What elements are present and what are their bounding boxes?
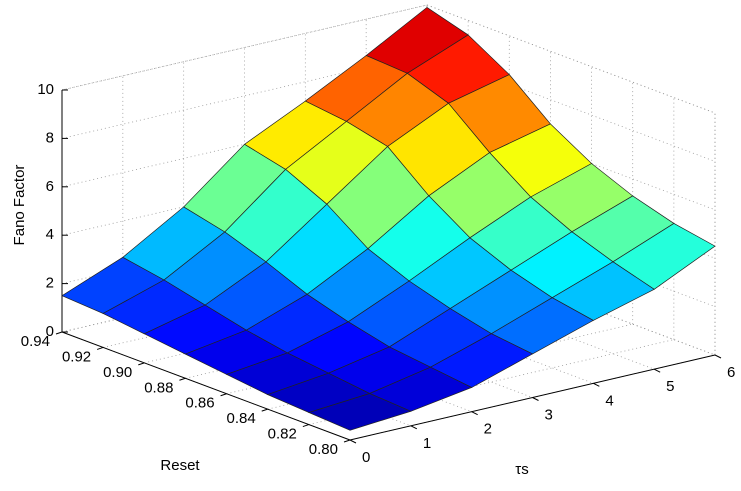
grid-line bbox=[61, 4, 428, 91]
z-tick-label: 8 bbox=[46, 129, 54, 146]
y-axis-label: τs bbox=[515, 461, 528, 478]
tick-mark bbox=[471, 411, 478, 416]
tick-mark bbox=[261, 408, 268, 412]
z-tick-label: 6 bbox=[46, 178, 54, 195]
y-tick-label: 0 bbox=[362, 449, 370, 466]
grid-line bbox=[426, 101, 716, 211]
tick-mark bbox=[343, 439, 351, 443]
y-tick-label: 2 bbox=[484, 421, 492, 438]
z-axis-label: Fano Factor bbox=[11, 165, 28, 246]
x-tick-label: 0.86 bbox=[185, 395, 214, 412]
grid-line bbox=[426, 198, 716, 307]
tick-mark bbox=[138, 362, 145, 366]
y-tick-label: 3 bbox=[545, 406, 553, 423]
tick-mark bbox=[532, 397, 539, 401]
z-tick-label: 2 bbox=[46, 275, 54, 292]
tick-mark bbox=[410, 425, 418, 430]
tick-mark bbox=[302, 424, 310, 428]
surface-cell bbox=[307, 393, 412, 431]
tick-mark bbox=[593, 382, 600, 387]
y-tick-label: 5 bbox=[666, 378, 674, 395]
grid-line bbox=[366, 260, 655, 370]
x-tick-label: 0.80 bbox=[309, 441, 338, 458]
grid-line bbox=[426, 53, 716, 162]
tick-mark bbox=[714, 354, 722, 359]
grid-line bbox=[305, 274, 594, 384]
tick-mark bbox=[96, 346, 104, 350]
x-tick-label: 0.94 bbox=[21, 333, 50, 350]
x-tick-label: 0.84 bbox=[227, 410, 256, 427]
y-tick-label: 4 bbox=[605, 392, 613, 409]
z-tick-label: 10 bbox=[37, 81, 54, 98]
y-tick-label: 1 bbox=[423, 435, 431, 452]
z-tick-label: 4 bbox=[46, 226, 54, 243]
x-tick-label: 0.82 bbox=[268, 426, 297, 443]
x-tick-label: 0.90 bbox=[103, 364, 132, 381]
grid-line bbox=[308, 339, 674, 425]
tick-mark bbox=[653, 368, 661, 373]
tick-mark bbox=[349, 439, 357, 444]
tick-mark bbox=[220, 393, 227, 397]
tick-mark bbox=[55, 331, 63, 335]
x-tick-label: 0.92 bbox=[62, 348, 91, 365]
grid-line bbox=[267, 323, 633, 410]
x-axis bbox=[61, 331, 351, 441]
x-axis-label: Reset bbox=[160, 457, 200, 474]
grid-line bbox=[426, 4, 716, 114]
tick-mark bbox=[179, 377, 186, 381]
y-tick-label: 6 bbox=[727, 364, 735, 381]
z-tick-label: 0 bbox=[46, 323, 54, 340]
x-tick-label: 0.88 bbox=[144, 379, 173, 396]
grid-line bbox=[426, 246, 716, 356]
